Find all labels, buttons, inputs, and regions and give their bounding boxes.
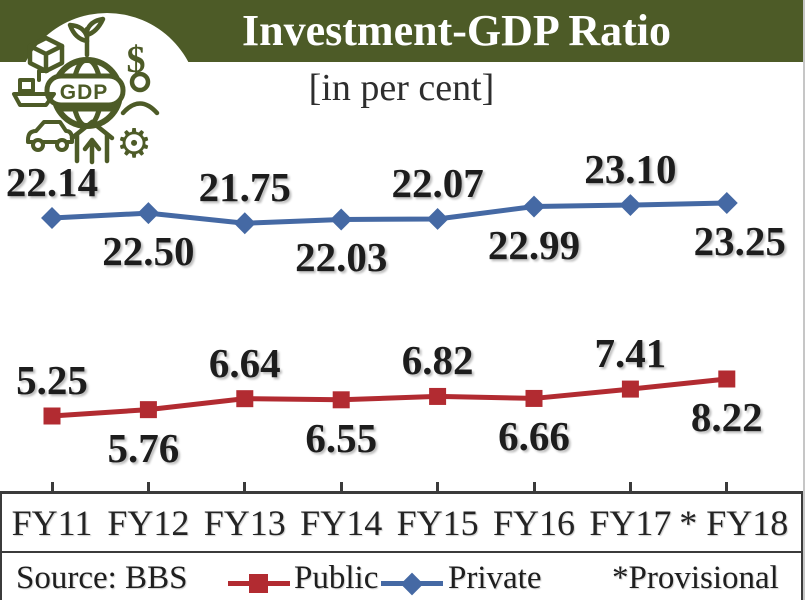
value-label-private-5: 22.99 xyxy=(487,221,581,268)
house-arrow-icon xyxy=(69,119,115,165)
value-label-public-7: 8.22 xyxy=(690,393,763,440)
gdp-icon-label: GDP xyxy=(60,81,109,104)
provisional-note: *Provisional xyxy=(612,560,779,596)
x-axis-tick-7 xyxy=(725,482,729,493)
x-axis-tick-6 xyxy=(628,482,632,493)
footer-separator-line xyxy=(0,551,803,553)
marker-diamond-private-3 xyxy=(330,208,353,231)
person-icon xyxy=(120,71,160,116)
marker-square-public-5 xyxy=(525,389,543,407)
marker-diamond-private-4 xyxy=(426,207,449,230)
marker-diamond-private-1 xyxy=(137,202,160,225)
x-axis-label-6: FY17 xyxy=(589,503,672,543)
chart-subtitle: [in per cent] xyxy=(308,67,495,109)
marker-square-public-0 xyxy=(43,407,61,425)
left-border-segment xyxy=(0,491,2,600)
marker-square-public-7 xyxy=(718,370,736,388)
gear-icon: ⚙ xyxy=(116,121,152,166)
marker-diamond-private-7 xyxy=(715,192,738,214)
x-axis-tick-0 xyxy=(50,482,54,493)
value-label-private-0: 22.14 xyxy=(5,159,99,205)
marker-square-public-4 xyxy=(429,387,447,405)
x-axis-tick-3 xyxy=(339,482,343,493)
value-label-public-2: 6.64 xyxy=(208,339,281,386)
marker-square-public-3 xyxy=(332,391,350,409)
series-line-private xyxy=(51,200,727,226)
x-axis-label-7: * FY18 xyxy=(679,503,789,543)
x-axis-tick-5 xyxy=(532,482,536,493)
marker-square-public-6 xyxy=(621,380,639,398)
marker-diamond-private-6 xyxy=(619,194,642,217)
x-axis-label-3: FY14 xyxy=(300,503,383,543)
source-label: Source: BBS xyxy=(16,560,188,596)
sprout-icon xyxy=(67,16,106,58)
x-axis-tick-2 xyxy=(243,482,247,493)
value-label-private-1: 22.50 xyxy=(102,228,195,275)
value-label-public-1: 5.76 xyxy=(107,424,180,471)
marker-square-public-1 xyxy=(139,401,157,419)
legend-public-label: Public xyxy=(294,560,379,596)
value-label-private-7: 23.25 xyxy=(693,218,786,264)
marker-square-public-2 xyxy=(236,390,254,408)
value-label-private-4: 22.07 xyxy=(391,159,484,206)
value-label-public-3: 6.55 xyxy=(305,414,378,461)
value-label-public-4: 6.82 xyxy=(401,337,474,384)
value-label-private-6: 23.10 xyxy=(584,146,677,193)
legend-private-label: Private xyxy=(448,560,542,596)
value-label-public-0: 5.25 xyxy=(16,357,88,403)
x-axis-label-4: FY15 xyxy=(396,503,479,543)
x-axis-label-1: FY12 xyxy=(107,503,190,543)
value-label-private-2: 21.75 xyxy=(198,164,291,211)
page-title: Investment-GDP Ratio xyxy=(242,6,671,55)
x-axis-label-0: FY11 xyxy=(11,503,93,543)
x-axis-tick-1 xyxy=(146,482,150,493)
value-label-public-5: 6.66 xyxy=(498,413,570,460)
series-line-public xyxy=(51,376,728,419)
marker-diamond-private-0 xyxy=(41,207,63,229)
value-label-public-6: 7.41 xyxy=(594,330,667,377)
marker-diamond-private-5 xyxy=(523,195,545,218)
ship-icon xyxy=(12,69,56,107)
x-axis-line xyxy=(0,491,803,494)
gdp-economy-icon: $ ⚙ GDP xyxy=(12,13,199,166)
x-axis-tick-4 xyxy=(436,482,440,493)
x-axis-label-5: FY16 xyxy=(492,503,576,543)
value-label-private-3: 22.03 xyxy=(295,234,388,281)
marker-diamond-private-2 xyxy=(233,212,256,235)
legend-public-square-marker xyxy=(249,574,268,593)
gdp-banner xyxy=(44,73,126,108)
dollar-icon: $ xyxy=(127,39,146,81)
x-axis-label-2: FY13 xyxy=(203,503,286,543)
right-border-segment xyxy=(801,491,803,600)
